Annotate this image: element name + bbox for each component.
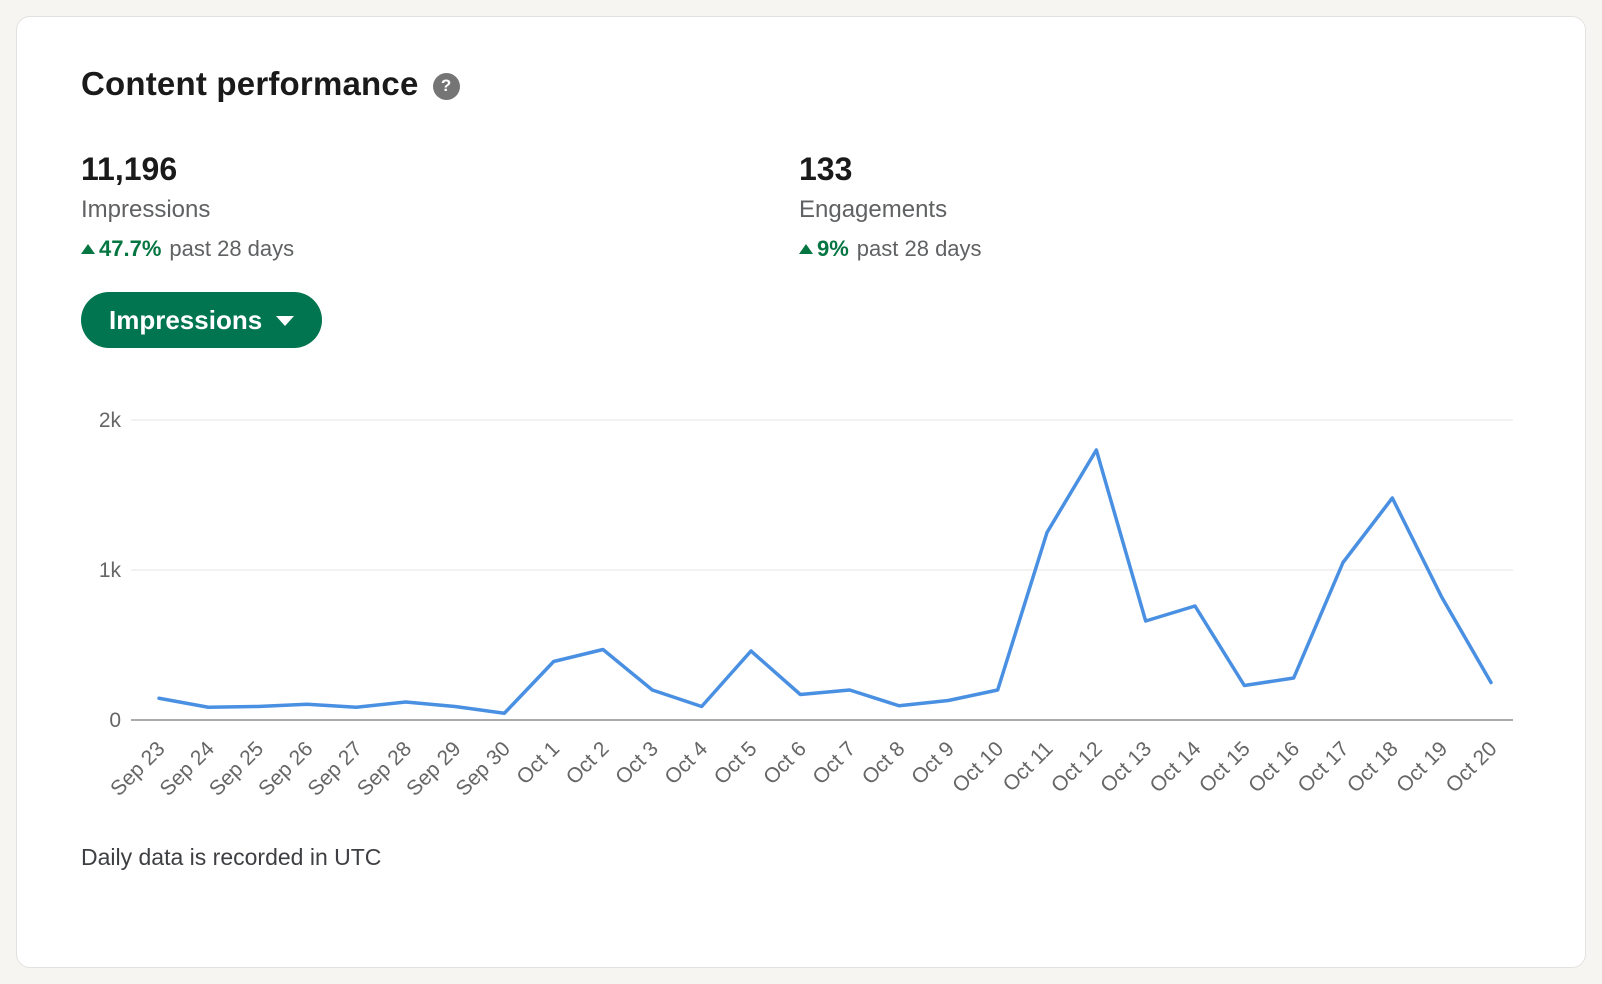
x-axis-tick-label: Oct 10 bbox=[948, 737, 1008, 797]
x-axis-tick-label: Oct 12 bbox=[1047, 737, 1107, 797]
x-axis-tick-label: Oct 7 bbox=[808, 737, 860, 789]
help-icon[interactable] bbox=[432, 72, 460, 100]
page-title: Content performance bbox=[81, 65, 419, 102]
x-axis-tick-label: Oct 18 bbox=[1343, 737, 1403, 797]
x-axis-tick-label: Oct 4 bbox=[660, 737, 712, 789]
x-axis-tick-label: Oct 3 bbox=[611, 737, 663, 789]
x-axis-tick-label: Oct 1 bbox=[512, 737, 564, 789]
x-axis-tick-label: Oct 5 bbox=[710, 737, 762, 789]
impressions-value: 11,196 bbox=[81, 151, 178, 187]
caret-down-icon bbox=[276, 316, 295, 326]
chart-footnote: Daily data is recorded in UTC bbox=[81, 844, 382, 870]
impressions-change-percent: 47.7% bbox=[99, 236, 162, 261]
x-axis-tick-label: Oct 6 bbox=[759, 737, 811, 789]
x-axis-tick-label: Sep 24 bbox=[156, 737, 220, 801]
x-axis-tick-label: Sep 25 bbox=[205, 737, 268, 800]
x-axis-tick-label: Oct 19 bbox=[1392, 737, 1452, 797]
x-axis-tick-label: Sep 29 bbox=[402, 737, 465, 800]
trend-up-icon bbox=[799, 244, 813, 254]
stats-row: 11,196 Impressions 47.7% past 28 days 13… bbox=[81, 151, 1521, 262]
y-axis-tick-label: 0 bbox=[109, 709, 121, 732]
x-axis-tick-label: Oct 14 bbox=[1146, 737, 1206, 797]
y-axis-tick-label: 2k bbox=[99, 409, 122, 432]
x-axis-tick-label: Oct 2 bbox=[562, 737, 614, 789]
impressions-line-series bbox=[157, 448, 1493, 715]
impressions-stat: 11,196 Impressions 47.7% past 28 days bbox=[81, 151, 799, 262]
engagements-change: 9% past 28 days bbox=[799, 236, 982, 262]
chart-container: 0 1k 2k Sep 23 Sep 24 Sep 25 Sep 26 Sep 27 Sep 2… bbox=[81, 400, 1521, 820]
x-axis-tick-label: Oct 8 bbox=[858, 737, 910, 789]
x-axis-tick-label: Oct 17 bbox=[1294, 737, 1354, 797]
engagements-change-percent: 9% bbox=[817, 236, 849, 261]
metric-selector-label: Impressions bbox=[109, 304, 263, 335]
impressions-change-period: past 28 days bbox=[169, 236, 295, 261]
card-header: Content performance bbox=[81, 65, 1521, 103]
engagements-value: 133 bbox=[799, 151, 853, 187]
x-axis-tick-label: Oct 13 bbox=[1096, 737, 1156, 797]
engagements-change-period: past 28 days bbox=[856, 236, 982, 261]
x-axis-tick-label: Sep 28 bbox=[353, 737, 416, 800]
metric-selector-button[interactable]: Impressions bbox=[81, 292, 323, 348]
y-axis-tick-label: 1k bbox=[99, 559, 122, 582]
content-performance-card: Content performance 11,196 Impressions 4… bbox=[16, 16, 1586, 968]
engagements-stat: 133 Engagements 9% past 28 days bbox=[799, 151, 982, 262]
x-axis-tick-label: Oct 16 bbox=[1244, 737, 1304, 797]
x-axis-tick-label: Sep 23 bbox=[106, 737, 169, 800]
impressions-change: 47.7% past 28 days bbox=[81, 236, 799, 262]
x-axis-tick-label: Sep 27 bbox=[304, 737, 367, 800]
impressions-label: Impressions bbox=[81, 196, 211, 223]
engagements-label: Engagements bbox=[799, 196, 948, 223]
x-axis-tick-label: Oct 15 bbox=[1195, 737, 1255, 797]
x-axis-tick-label: Sep 26 bbox=[254, 737, 317, 800]
x-axis-tick-label: Oct 20 bbox=[1442, 737, 1502, 797]
x-axis-tick-label: Sep 30 bbox=[452, 737, 515, 800]
trend-up-icon bbox=[81, 244, 95, 254]
x-axis-tick-label: Oct 11 bbox=[999, 737, 1058, 796]
